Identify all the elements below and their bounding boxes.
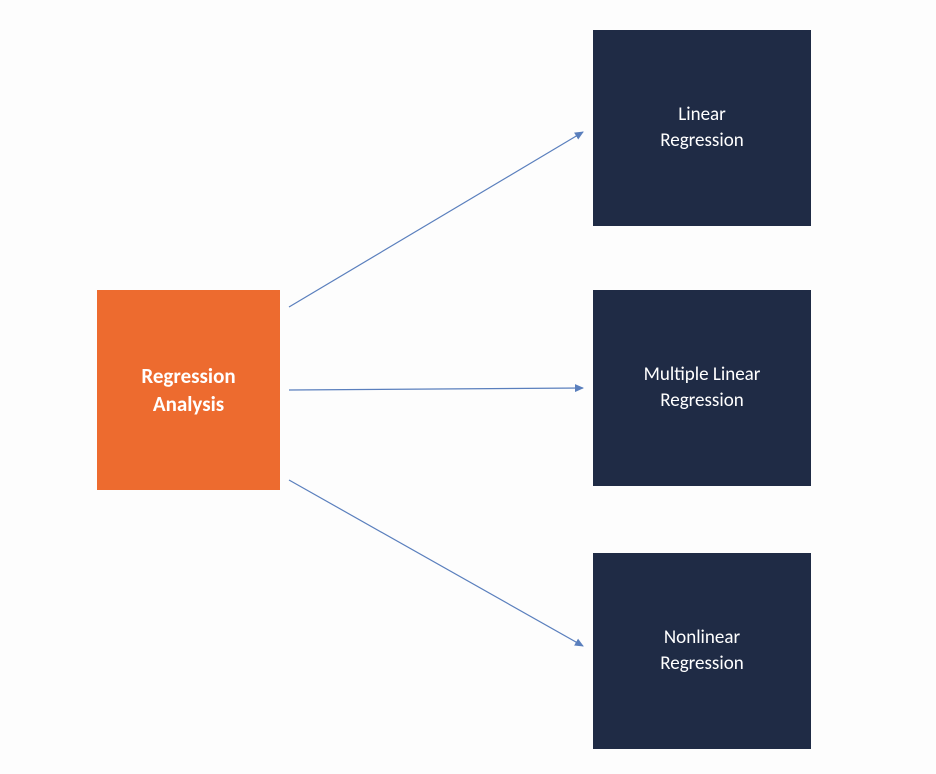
child-node-nonlinear: NonlinearRegression bbox=[593, 553, 811, 749]
root-node: RegressionAnalysis bbox=[97, 290, 280, 490]
child-node-label: Multiple LinearRegression bbox=[644, 362, 761, 413]
child-node-multiple: Multiple LinearRegression bbox=[593, 290, 811, 486]
root-node-label: RegressionAnalysis bbox=[141, 362, 235, 419]
child-node-linear: LinearRegression bbox=[593, 30, 811, 226]
diagram-container: RegressionAnalysis LinearRegression Mult… bbox=[0, 0, 936, 774]
edge-root-to-nonlinear bbox=[289, 480, 583, 646]
child-node-label: NonlinearRegression bbox=[660, 625, 743, 676]
edge-root-to-linear bbox=[289, 132, 583, 307]
child-node-label: LinearRegression bbox=[660, 102, 743, 153]
edge-root-to-multiple bbox=[289, 388, 583, 390]
